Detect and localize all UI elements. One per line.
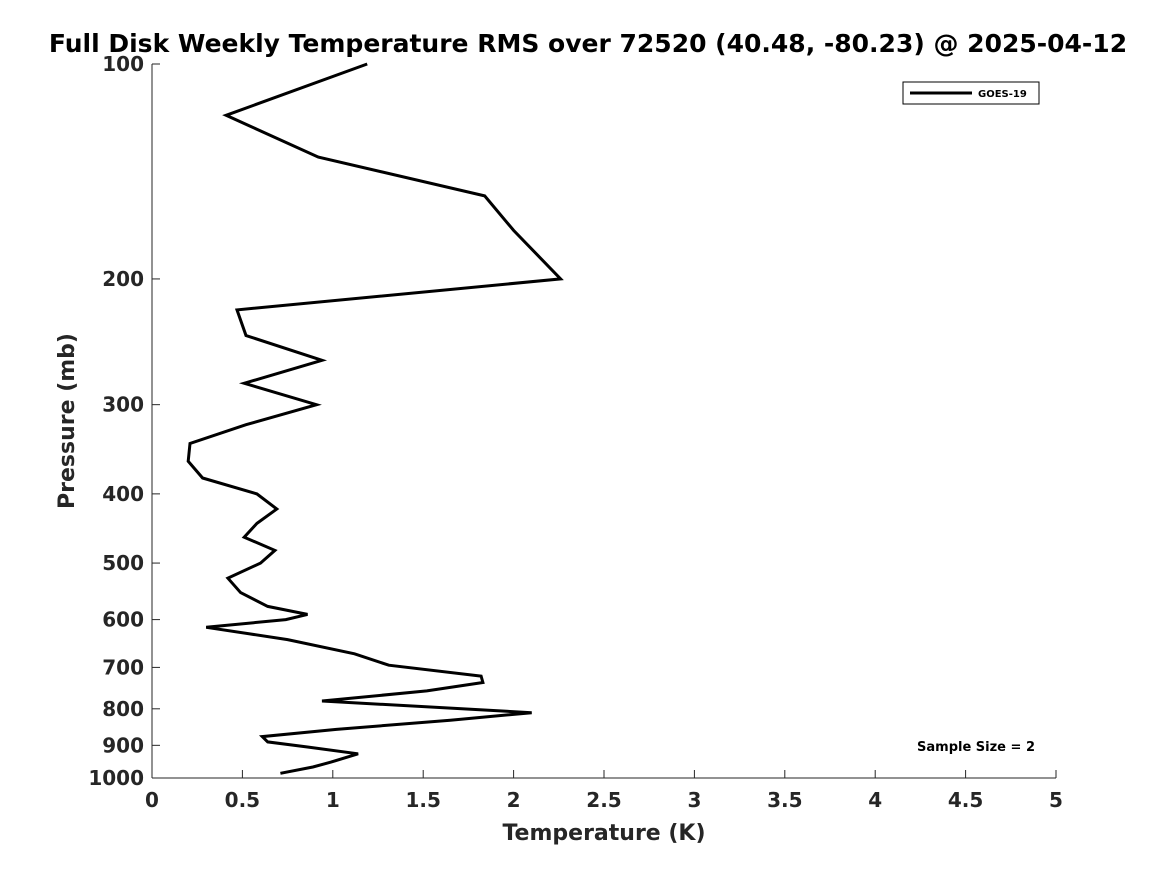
chart-title: Full Disk Weekly Temperature RMS over 72…: [49, 29, 1127, 58]
y-tick-label: 600: [102, 608, 144, 632]
plot-area: [151, 64, 1056, 779]
y-tick-label: 1000: [88, 766, 144, 790]
x-tick-label: 4.5: [948, 788, 983, 812]
sample-size-annotation: Sample Size = 2: [917, 740, 1035, 755]
y-tick-label: 300: [102, 393, 144, 417]
series-group: [186, 62, 564, 775]
x-tick-label: 2.5: [586, 788, 621, 812]
x-tick-label: 4: [868, 788, 882, 812]
x-axis-label: Temperature (K): [502, 821, 705, 846]
y-tick-label: 800: [102, 697, 144, 721]
x-axis-ticks: 0 0.5 1 1.5 2 2.5 3 3.5 4 4.5 5: [145, 770, 1063, 812]
x-tick-label: 0: [145, 788, 159, 812]
x-tick-label: 0.5: [225, 788, 260, 812]
x-tick-label: 3.5: [767, 788, 802, 812]
legend: GOES-19: [902, 81, 1040, 105]
y-tick-label: 700: [102, 655, 144, 679]
series-line-goes-19: [186, 62, 564, 775]
y-tick-label: 500: [102, 551, 144, 575]
x-tick-label: 2: [507, 788, 521, 812]
x-tick-label: 3: [687, 788, 701, 812]
x-tick-label: 1.5: [405, 788, 440, 812]
y-axis-label: Pressure (mb): [55, 333, 80, 509]
y-tick-label: 400: [102, 482, 144, 506]
y-axis-ticks: 100 200 300 400 500 600 700 800 900 1000: [88, 52, 160, 790]
legend-label-goes-19: GOES-19: [978, 89, 1027, 100]
x-tick-label: 1: [326, 788, 340, 812]
x-tick-label: 5: [1049, 788, 1063, 812]
y-tick-label: 900: [102, 733, 144, 757]
y-tick-label: 200: [102, 267, 144, 291]
y-tick-label: 100: [102, 52, 144, 76]
